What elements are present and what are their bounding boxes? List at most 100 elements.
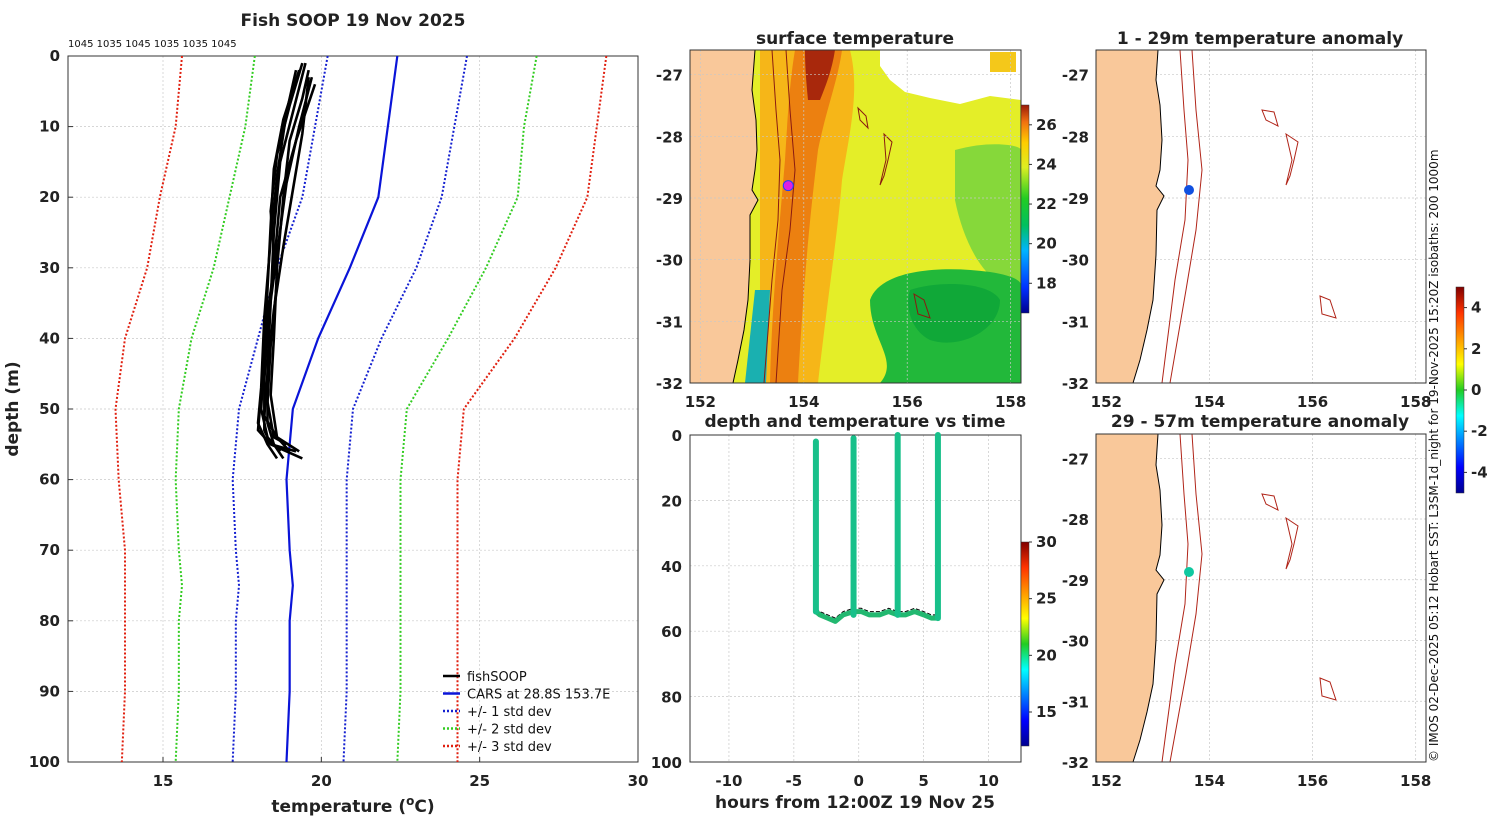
profile-y-ticks: 0 10 20 30 40 50 60 70 80 90 100 [29,47,73,771]
profile-xtick-20: 20 [311,772,332,790]
anom-cb-tick-4: 4 [1471,299,1481,317]
profile-xtick-25: 25 [469,772,490,790]
profile-panel: Fish SOOP 19 Nov 2025 1045 1035 1045 103… [3,11,648,817]
sst-land [690,50,759,383]
profile-series-line-4 [396,56,538,762]
fishsoop-cast-line-7 [256,69,298,460]
anom1-ytick--31: -31 [1062,313,1089,331]
anom2-ytick--32: -32 [1062,754,1089,772]
anom2-axes-box [1095,433,1427,763]
anom2-xtick-158: 158 [1400,772,1431,790]
anom2-float-marker [1184,567,1194,577]
sst-xtick-156: 156 [892,393,923,411]
legend-label-1: CARS at 28.8S 153.7E [467,688,610,703]
anom1-land [1096,50,1165,383]
profile-series-line-6 [456,56,608,762]
time-xtick--10: -10 [715,772,742,790]
sst-ticks: 152 154 156 158 -27 -28 -29 -30 -31 -32 [656,67,1026,411]
float-position-marker [782,180,794,192]
anom2-seamount-3 [1319,677,1337,701]
anom1-ytick--32: -32 [1062,375,1089,393]
sst-seamount-3 [913,292,931,319]
profile-ytick-80: 80 [39,612,60,630]
sst-ytick--30: -30 [656,252,683,270]
anom2-title: 29 - 57m temperature anomaly [1111,412,1409,432]
sst-title: surface temperature [756,29,954,49]
profile-series [114,56,608,762]
profile-x-ticks: 15 20 25 30 [153,757,649,790]
anomaly-colorbar [1455,286,1465,494]
profile-ytick-0: 0 [50,47,60,65]
anom2-isobath-1000 [1169,434,1203,762]
sst-ytick--27: -27 [656,67,683,85]
sst-isobath-200 [763,50,781,383]
sst-warm-patch [990,52,1016,72]
anom2-ytick--28: -28 [1062,511,1089,529]
anom2-xtick-152: 152 [1091,772,1122,790]
sst-xtick-158: 158 [995,393,1026,411]
side-caption: © IMOS 02-Dec-2025 05:12 Hobart SST: L3S… [1427,149,1441,762]
profile-ytick-100: 100 [29,753,60,771]
time-cb-tick-20: 20 [1036,646,1057,664]
sst-cb-tick-26: 26 [1036,116,1057,134]
sst-green-east [955,144,1021,290]
time-cast-points [812,432,941,624]
sst-colorbar-ticks: 26 24 22 20 18 [1029,116,1057,292]
anomaly-29-57m-panel: 29 - 57m temperature anomaly 152 154 156 15… [1062,412,1431,790]
anom-cb-tick-2: 2 [1471,340,1481,358]
anom1-ytick--27: -27 [1062,67,1089,85]
anom2-xtick-154: 154 [1194,772,1225,790]
profile-ytick-50: 50 [39,400,60,418]
time-ytick-0: 0 [672,427,682,445]
sst-map [690,50,1021,383]
pressure-labels: 1045 1035 1045 1035 1035 1045 [68,39,237,50]
time-ytick-40: 40 [661,558,682,576]
time-xtick-5: 5 [918,772,928,790]
sst-panel: surface temperature [656,29,1057,411]
anom1-xtick-154: 154 [1194,393,1225,411]
anom2-ytick--30: -30 [1062,633,1089,651]
sst-cb-tick-24: 24 [1036,155,1057,173]
profile-series-line-3 [174,56,256,762]
profile-xtick-30: 30 [628,772,649,790]
sst-eac-core [770,50,842,383]
sst-nodata-area [880,50,1021,104]
sst-ytick--31: -31 [656,313,683,331]
time-colorbar [1020,541,1030,747]
sst-cb-tick-20: 20 [1036,235,1057,253]
sst-colorbar [1020,104,1030,314]
profile-title: Fish SOOP 19 Nov 2025 [241,11,466,31]
time-colorbar-ticks: 30 25 20 15 [1029,533,1057,721]
anom1-seamount-3 [1319,295,1337,319]
sst-cold-eddy-core [908,284,1000,343]
anomaly-1-29m-panel: 1 - 29m temperature anomaly 152 154 156 158… [1062,29,1431,411]
sst-seamount-1 [857,106,869,130]
legend-label-4: +/- 3 std dev [467,740,552,755]
anom1-float-marker [1184,185,1194,195]
time-xlabel: hours from 12:00Z 19 Nov 25 [715,793,995,813]
profile-series-line-2 [342,56,468,762]
legend-label-3: +/- 2 std dev [467,723,552,738]
anom2-ytick--27: -27 [1062,450,1089,468]
fishsoop-cast-line-6 [263,77,310,453]
anom2-xtick-156: 156 [1297,772,1328,790]
anom1-axes-box [1095,49,1427,384]
time-xtick--5: -5 [786,772,803,790]
sst-xtick-152: 152 [685,393,716,411]
anom1-xtick-152: 152 [1091,393,1122,411]
time-xtick-10: 10 [978,772,999,790]
sst-xtick-154: 154 [788,393,819,411]
sst-isobath-1000 [775,50,796,383]
sst-seamount-2 [879,132,893,186]
time-title: depth and temperature vs time [705,412,1006,432]
time-panel: depth and temperature vs time -10 -5 0 5 10 0… [651,412,1057,813]
time-cb-tick-15: 15 [1036,703,1057,721]
anom1-ytick--29: -29 [1062,190,1089,208]
sst-coastal-cold [745,290,770,383]
time-xtick-0: 0 [854,772,864,790]
profile-ytick-40: 40 [39,329,60,347]
anom-cb-tick--2: -2 [1471,422,1488,440]
sst-ytick--29: -29 [656,190,683,208]
anom2-seamount-2 [1285,516,1299,570]
profile-ytick-20: 20 [39,188,60,206]
